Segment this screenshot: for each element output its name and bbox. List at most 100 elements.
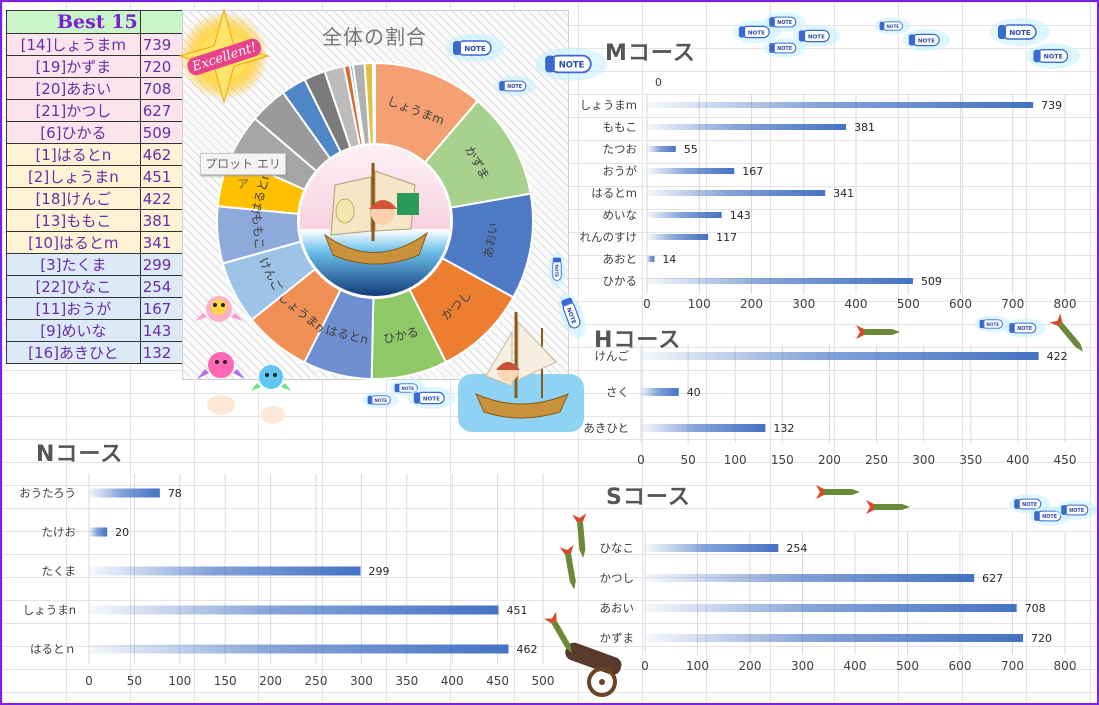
bar-chart-1: 0 100 200 300 400 500 600 700 800 0 しょうまm 739 ももこ 381…: [580, 76, 1077, 311]
svg-text:NOTE: NOTE: [1009, 29, 1031, 37]
ranking-row: [9]めいな 143: [6, 319, 207, 342]
category-label: かずま: [600, 631, 635, 645]
x-tick-label: 0: [85, 674, 93, 688]
bar[interactable]: [645, 604, 1017, 612]
category-label: ひかる: [603, 274, 638, 288]
cannon-icon: [565, 642, 622, 697]
x-tick-label: 0: [643, 297, 651, 311]
note-capsule-icon: NOTE: [535, 47, 608, 81]
x-tick-label: 100: [724, 453, 747, 467]
category-label: れんのすけ: [580, 230, 638, 244]
ranking-row: [3]たくま 299: [6, 253, 207, 276]
note-capsule-icon: NOTE: [407, 386, 456, 410]
bar[interactable]: [89, 566, 361, 576]
bar[interactable]: [641, 424, 766, 432]
category-label: はるとｎ: [30, 642, 76, 656]
rocket-icon: [1049, 313, 1084, 352]
plot-area-tooltip: プロット エリア: [200, 153, 286, 191]
note-capsule-icon: NOTE: [1055, 500, 1097, 520]
bar[interactable]: [647, 234, 709, 240]
data-label: 40: [687, 386, 701, 399]
data-label: 720: [1031, 632, 1052, 645]
svg-text:NOTE: NOTE: [507, 84, 522, 90]
x-tick-label: 600: [949, 659, 972, 673]
data-label: 462: [516, 643, 537, 656]
m-course-title: Mコース: [605, 41, 696, 66]
bar[interactable]: [645, 544, 779, 552]
x-tick-label: 50: [127, 674, 142, 688]
data-label: 509: [921, 275, 942, 288]
svg-text:NOTE: NOTE: [918, 38, 935, 44]
note-capsule-icon: NOTE: [1026, 43, 1081, 69]
ship-center-icon: [300, 146, 450, 296]
data-label: 20: [115, 526, 129, 539]
ranking-name: [13]ももこ: [6, 209, 141, 232]
ranking-row: [1]はるとn 462: [6, 143, 207, 166]
bar[interactable]: [89, 527, 108, 537]
bar[interactable]: [645, 574, 975, 582]
x-tick-label: 250: [865, 453, 888, 467]
x-tick-label: 200: [818, 453, 841, 467]
x-tick-label: 100: [686, 659, 709, 673]
rocket-icon: [866, 500, 910, 514]
category-label: しょうまn: [23, 603, 76, 617]
data-label: 381: [854, 121, 875, 134]
x-tick-label: 700: [1001, 659, 1024, 673]
svg-text:NOTE: NOTE: [1022, 502, 1037, 508]
category-label: たくま: [42, 564, 77, 578]
bar[interactable]: [647, 168, 735, 174]
x-tick-label: 200: [259, 674, 282, 688]
x-tick-label: 500: [897, 297, 920, 311]
donut-slice-label: ももこ: [249, 213, 266, 250]
note-capsule-icon: NOTE: [990, 18, 1050, 46]
x-tick-label: 500: [532, 674, 555, 688]
data-label: 167: [742, 165, 763, 178]
bar[interactable]: [647, 102, 1034, 108]
bar[interactable]: [641, 352, 1039, 360]
svg-text:NOTE: NOTE: [1044, 54, 1063, 61]
x-tick-label: 700: [1001, 297, 1024, 311]
data-label: 341: [833, 187, 854, 200]
bar-chart-3: 0 50 100 150 200 250 300 350 400 450 500 おうたろう 78 たけお…: [19, 474, 554, 688]
svg-text:NOTE: NOTE: [374, 398, 387, 403]
note-capsule-icon: NOTE: [763, 12, 806, 32]
x-tick-label: 200: [739, 659, 762, 673]
x-tick-label: 300: [791, 659, 814, 673]
x-tick-label: 300: [912, 453, 935, 467]
bar[interactable]: [89, 605, 499, 615]
data-label: 117: [716, 231, 737, 244]
x-tick-label: 600: [949, 297, 972, 311]
rocket-icon: [543, 611, 572, 654]
bar-chart-2: 0 50 100 150 200 250 300 350 400 450 けんご 422 さく 40 あきひ…: [583, 345, 1076, 467]
note-capsule-icon: NOTE: [874, 17, 911, 35]
x-tick-label: 300: [792, 297, 815, 311]
data-label: 739: [1041, 99, 1062, 112]
bar[interactable]: [89, 488, 160, 498]
x-tick-label: 0: [637, 453, 645, 467]
x-tick-label: 0: [641, 659, 649, 673]
sailing-ship-icon: [458, 312, 584, 432]
ranking-name: [1]はるとn: [6, 143, 141, 166]
svg-text:NOTE: NOTE: [565, 307, 577, 325]
bar[interactable]: [89, 644, 509, 654]
note-capsule-icon: NOTE: [974, 315, 1011, 333]
data-label: 422: [1047, 350, 1068, 363]
bar[interactable]: [641, 388, 679, 396]
rocket-icon: [816, 485, 860, 499]
svg-text:NOTE: NOTE: [464, 45, 486, 53]
bar[interactable]: [647, 190, 826, 196]
ranking-row: [13]ももこ 381: [6, 209, 207, 232]
donut-slice[interactable]: [371, 61, 376, 146]
rocket-icon: [559, 544, 576, 590]
category-label: けんご: [595, 349, 630, 363]
bar[interactable]: [647, 146, 676, 152]
category-label: あおい: [600, 601, 635, 615]
bar[interactable]: [647, 256, 655, 262]
bar[interactable]: [645, 634, 1023, 642]
bar[interactable]: [647, 212, 722, 218]
bar[interactable]: [647, 278, 913, 284]
bar[interactable]: [647, 124, 847, 130]
svg-text:NOTE: NOTE: [554, 264, 559, 277]
